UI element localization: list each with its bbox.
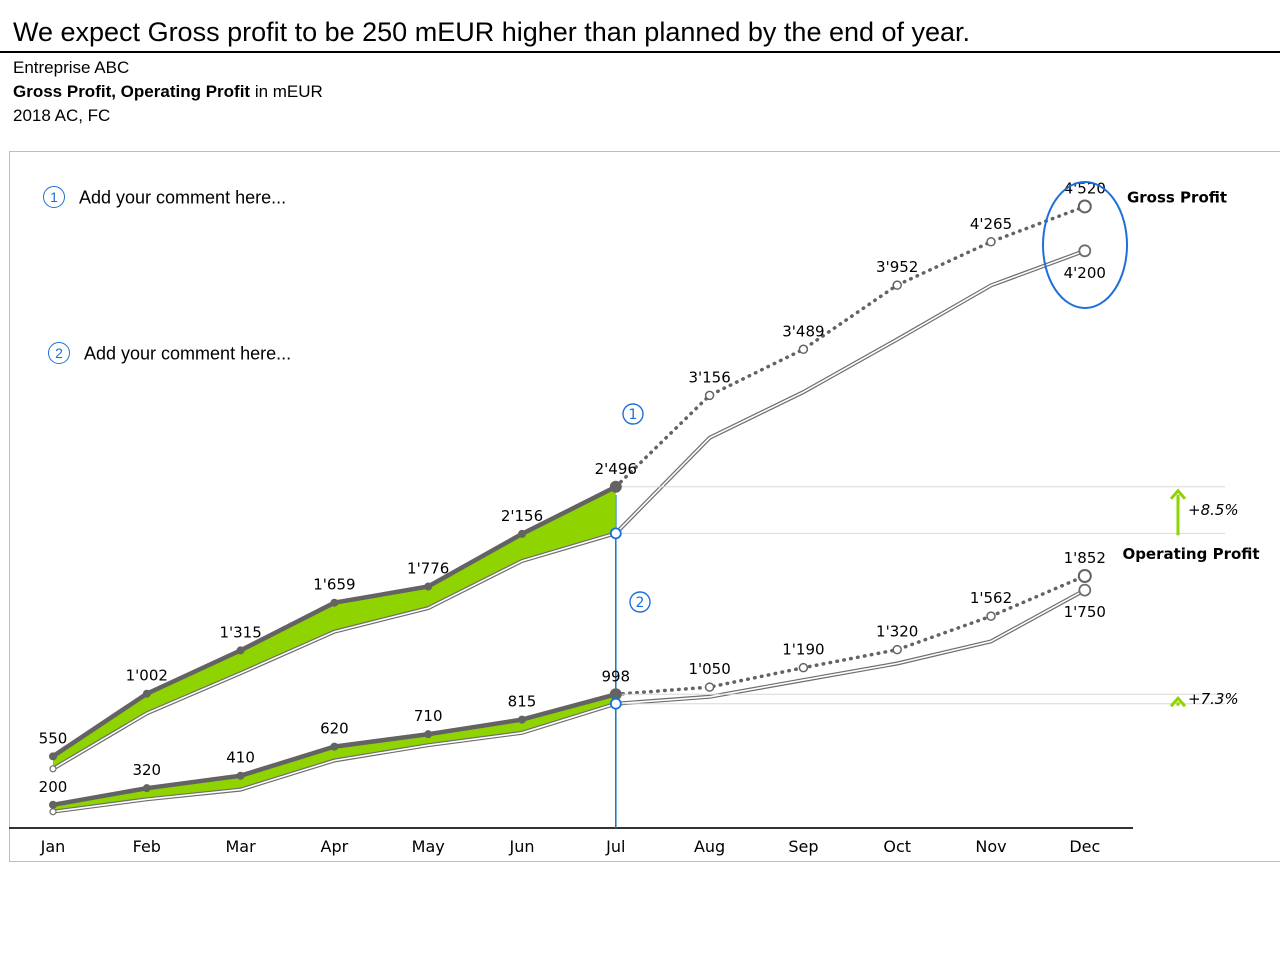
- x-tick-label-sep: Sep: [788, 837, 818, 856]
- operating-profit-value-label-may: 710: [414, 707, 443, 725]
- x-tick-label-nov: Nov: [975, 837, 1006, 856]
- scenario-line: 2018 AC, FC: [13, 106, 111, 125]
- gross-profit-delta-label: +8.5%: [1188, 501, 1239, 519]
- operating-profit-point-oct: [892, 644, 902, 655]
- x-tick-label-jun: Jun: [509, 837, 535, 856]
- gross-profit-value-label-aug: 3'156: [688, 368, 730, 386]
- operating-profit-value-label-apr: 620: [320, 720, 349, 738]
- x-tick-label-feb: Feb: [133, 837, 161, 856]
- operating-profit-value-label-nov: 1'562: [970, 589, 1012, 607]
- gross-profit-plan-start-point: [49, 765, 57, 773]
- gross-profit-plan-end-label: 4'200: [1064, 264, 1106, 282]
- comment-text-2: Add your comment here...: [84, 343, 292, 364]
- operating-profit-point-dec: [1077, 568, 1092, 583]
- gross-profit-point-aug: [704, 390, 715, 401]
- gross-profit-value-label-sep: 3'489: [782, 322, 824, 340]
- chart-comment-marker-1: 1: [629, 407, 638, 423]
- measures-names: Gross Profit, Operating Profit: [13, 82, 251, 101]
- gross-profit-point-sep: [798, 344, 809, 355]
- operating-profit-plan-end-label: 1'750: [1064, 603, 1106, 621]
- chart-comment-marker-2-ring: [629, 591, 651, 613]
- operating-profit-point-aug: [704, 682, 715, 692]
- gross-profit-point-mar: [236, 646, 245, 655]
- chart-headline: We expect Gross profit to be 250 mEUR hi…: [13, 17, 971, 47]
- operating-profit-value-label-aug: 1'050: [688, 660, 730, 678]
- comment-marker-2: 2: [48, 342, 70, 365]
- gross-profit-plan-jul-point: [609, 527, 622, 540]
- gross-profit-point-apr: [330, 598, 339, 607]
- chart-comment-marker-2: 2: [636, 595, 645, 611]
- gross-profit-point-may: [424, 582, 433, 591]
- dec-highlight-ellipse: [1042, 181, 1128, 309]
- gross-profit-value-label-oct: 3'952: [876, 258, 918, 276]
- operating-profit-plan-end-point: [1078, 583, 1092, 597]
- comment-text-1: Add your comment here...: [79, 187, 287, 208]
- gross-profit-point-feb: [142, 689, 151, 698]
- operating-profit-point-nov: [986, 611, 996, 621]
- gross-profit-plan-line-inner: [52, 250, 1086, 770]
- gross-profit-series-label: Gross Profit: [1127, 188, 1227, 206]
- gross-profit-value-label-mar: 1'315: [219, 623, 261, 641]
- operating-profit-point-sep: [798, 662, 809, 673]
- operating-profit-point-may: [424, 730, 433, 739]
- gross-profit-point-dec: [1077, 199, 1092, 214]
- measures-unit: in mEUR: [250, 82, 323, 101]
- operating-profit-value-label-jul: 998: [601, 667, 630, 685]
- gross-profit-point-jul: [609, 480, 622, 493]
- gross-profit-delta-arrow-head: [1169, 488, 1187, 500]
- operating-profit-point-feb: [142, 784, 151, 793]
- operating-profit-point-jul: [609, 688, 622, 701]
- x-tick-label-oct: Oct: [883, 837, 911, 856]
- comment-marker-1: 1: [43, 186, 65, 209]
- operating-profit-series-label: Operating Profit: [1122, 545, 1259, 563]
- operating-profit-point-jun: [518, 715, 526, 724]
- x-tick-label-may: May: [412, 837, 445, 856]
- gross-profit-value-label-jun: 2'156: [501, 507, 543, 525]
- operating-profit-plan-jul-point: [609, 697, 622, 710]
- comment-2[interactable]: 2 Add your comment here...: [48, 341, 292, 365]
- gross-profit-point-nov: [986, 237, 996, 247]
- gross-profit-point-jan: [49, 752, 57, 761]
- gross-profit-variance-area: [53, 486, 616, 769]
- gross-profit-point-oct: [892, 280, 902, 290]
- x-tick-label-jan: Jan: [40, 837, 66, 856]
- operating-profit-value-label-dec: 1'852: [1064, 549, 1106, 567]
- gross-profit-point-jun: [518, 529, 526, 538]
- operating-profit-value-label-jan: 200: [39, 778, 68, 796]
- operating-profit-value-label-jun: 815: [508, 693, 537, 711]
- chart-comment-marker-1-ring: [622, 403, 644, 425]
- operating-profit-forecast-line: [614, 574, 1087, 697]
- x-tick-label-aug: Aug: [694, 837, 725, 856]
- headline-rule: [0, 51, 1280, 53]
- operating-profit-plan-start-point: [49, 808, 57, 816]
- operating-profit-point-mar: [236, 771, 245, 780]
- operating-profit-value-label-mar: 410: [226, 749, 255, 767]
- chart-panel: [9, 151, 1280, 862]
- operating-profit-value-label-feb: 320: [132, 761, 161, 779]
- operating-profit-delta-arrow-head: [1169, 695, 1187, 708]
- gross-profit-forecast-line: [614, 204, 1087, 489]
- gross-profit-value-label-jan: 550: [39, 729, 68, 747]
- gross-profit-value-label-apr: 1'659: [313, 576, 355, 594]
- measures-line: Gross Profit, Operating Profit in mEUR: [13, 81, 323, 103]
- operating-profit-point-jan: [49, 800, 57, 809]
- company-name: Entreprise ABC: [13, 58, 130, 77]
- gross-profit-value-label-may: 1'776: [407, 560, 449, 578]
- x-tick-label-dec: Dec: [1069, 837, 1100, 856]
- gross-profit-value-label-jul: 2'496: [595, 460, 637, 478]
- x-tick-label-apr: Apr: [321, 837, 349, 856]
- operating-profit-point-apr: [330, 742, 339, 751]
- gross-profit-value-label-nov: 4'265: [970, 215, 1012, 233]
- operating-profit-value-label-sep: 1'190: [782, 641, 824, 659]
- operating-profit-plan-line-inner: [52, 589, 1086, 813]
- gross-profit-value-label-feb: 1'002: [126, 667, 168, 685]
- gross-profit-plan-end-point: [1078, 244, 1092, 258]
- comment-1[interactable]: 1 Add your comment here...: [43, 185, 287, 209]
- operating-profit-value-label-oct: 1'320: [876, 623, 918, 641]
- x-tick-label-mar: Mar: [226, 837, 257, 856]
- x-tick-label-jul: Jul: [605, 837, 625, 856]
- operating-profit-delta-label: +7.3%: [1188, 690, 1239, 708]
